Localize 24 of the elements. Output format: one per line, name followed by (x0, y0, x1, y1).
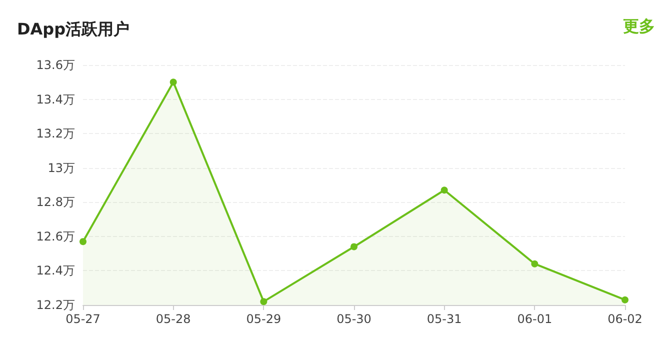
x-tick-label: 05-29 (246, 312, 282, 326)
x-tick-label: 06-01 (517, 312, 552, 326)
point (350, 243, 358, 250)
y-tick-label: 12.6万 (36, 229, 75, 244)
point (440, 186, 448, 194)
y-tick-label: 13.4万 (36, 92, 75, 106)
x-tick-label: 05-27 (66, 312, 100, 326)
point (170, 78, 177, 86)
y-tick-label: 12.2万 (36, 298, 75, 312)
y-tick-label: 12.4万 (36, 264, 75, 278)
x-tick-label: 05-28 (156, 312, 191, 326)
x-tick-label: 06-02 (608, 312, 642, 326)
y-tick-label: 13.6万 (36, 58, 75, 72)
point (622, 296, 628, 304)
x-tick-label: 05-31 (426, 312, 462, 326)
point (531, 260, 538, 268)
point (260, 298, 268, 306)
point (80, 238, 86, 246)
y-tick-label: 13.2万 (36, 126, 75, 141)
y-tick-label: 13万 (48, 160, 75, 175)
x-tick-label: 05-30 (336, 312, 372, 326)
chart-title: DApp活跃用户 (17, 20, 130, 38)
text: 更多 (623, 16, 655, 36)
y-tick-label: 12.8万 (36, 195, 75, 210)
